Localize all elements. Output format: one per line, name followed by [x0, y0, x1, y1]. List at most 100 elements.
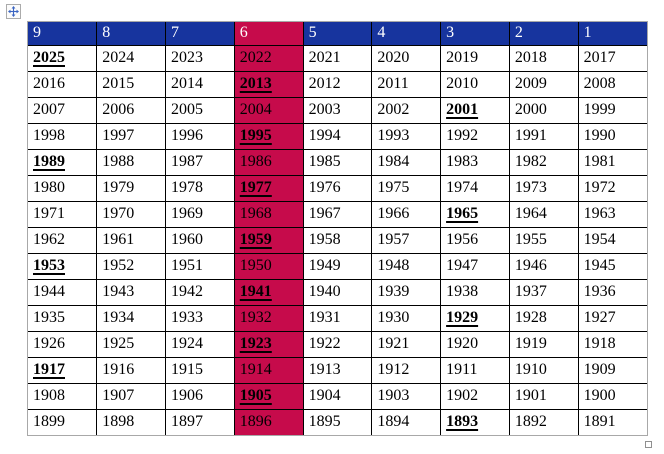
year-cell-1967[interactable]: 1967 [302, 200, 373, 228]
year-cell-1928[interactable]: 1928 [508, 304, 579, 332]
year-cell-1931[interactable]: 1931 [302, 304, 373, 332]
year-cell-1959[interactable]: 1959 [233, 226, 304, 254]
year-cell-1923[interactable]: 1923 [233, 330, 304, 358]
year-cell-2009[interactable]: 2009 [508, 70, 579, 98]
year-cell-1919[interactable]: 1919 [508, 330, 579, 358]
year-cell-1930[interactable]: 1930 [371, 304, 442, 332]
year-cell-1998[interactable]: 1998 [28, 122, 98, 150]
year-cell-1954[interactable]: 1954 [577, 226, 647, 254]
year-cell-2005[interactable]: 2005 [165, 96, 235, 124]
year-cell-1988[interactable]: 1988 [96, 148, 167, 176]
year-cell-2020[interactable]: 2020 [371, 44, 442, 72]
year-cell-1990[interactable]: 1990 [577, 122, 647, 150]
year-cell-1932[interactable]: 1932 [233, 304, 304, 332]
year-cell-1907[interactable]: 1907 [96, 382, 167, 410]
year-cell-1935[interactable]: 1935 [28, 304, 98, 332]
year-cell-2002[interactable]: 2002 [371, 96, 442, 124]
year-cell-1908[interactable]: 1908 [28, 382, 98, 410]
year-cell-1995[interactable]: 1995 [233, 122, 304, 150]
year-cell-2017[interactable]: 2017 [577, 44, 647, 72]
year-cell-1982[interactable]: 1982 [508, 148, 579, 176]
year-cell-1903[interactable]: 1903 [371, 382, 442, 410]
year-cell-1911[interactable]: 1911 [440, 356, 510, 384]
year-cell-1939[interactable]: 1939 [371, 278, 442, 306]
year-cell-1984[interactable]: 1984 [371, 148, 442, 176]
year-cell-1969[interactable]: 1969 [165, 200, 235, 228]
year-cell-1973[interactable]: 1973 [508, 174, 579, 202]
year-cell-1902[interactable]: 1902 [440, 382, 510, 410]
year-cell-2014[interactable]: 2014 [165, 70, 235, 98]
year-cell-2004[interactable]: 2004 [233, 96, 304, 124]
year-cell-1953[interactable]: 1953 [28, 252, 98, 280]
year-cell-1985[interactable]: 1985 [302, 148, 373, 176]
year-cell-2007[interactable]: 2007 [28, 96, 98, 124]
year-cell-1999[interactable]: 1999 [577, 96, 647, 124]
year-cell-1896[interactable]: 1896 [233, 408, 304, 435]
header-cell-1[interactable]: 1 [577, 22, 647, 46]
year-cell-1912[interactable]: 1912 [371, 356, 442, 384]
year-cell-1938[interactable]: 1938 [440, 278, 510, 306]
year-cell-2010[interactable]: 2010 [440, 70, 510, 98]
year-cell-1910[interactable]: 1910 [508, 356, 579, 384]
year-cell-1980[interactable]: 1980 [28, 174, 98, 202]
year-cell-1977[interactable]: 1977 [233, 174, 304, 202]
year-cell-1913[interactable]: 1913 [302, 356, 373, 384]
year-cell-2012[interactable]: 2012 [302, 70, 373, 98]
year-cell-1921[interactable]: 1921 [371, 330, 442, 358]
year-cell-1986[interactable]: 1986 [233, 148, 304, 176]
year-cell-1983[interactable]: 1983 [440, 148, 510, 176]
year-cell-2016[interactable]: 2016 [28, 70, 98, 98]
year-cell-1991[interactable]: 1991 [508, 122, 579, 150]
year-cell-1961[interactable]: 1961 [96, 226, 167, 254]
year-cell-2000[interactable]: 2000 [508, 96, 579, 124]
year-cell-1978[interactable]: 1978 [165, 174, 235, 202]
year-cell-1972[interactable]: 1972 [577, 174, 647, 202]
year-cell-1915[interactable]: 1915 [165, 356, 235, 384]
year-cell-2011[interactable]: 2011 [371, 70, 442, 98]
year-cell-1962[interactable]: 1962 [28, 226, 98, 254]
year-cell-1964[interactable]: 1964 [508, 200, 579, 228]
year-cell-2018[interactable]: 2018 [508, 44, 579, 72]
year-cell-1918[interactable]: 1918 [577, 330, 647, 358]
year-cell-1997[interactable]: 1997 [96, 122, 167, 150]
year-cell-1927[interactable]: 1927 [577, 304, 647, 332]
year-cell-2013[interactable]: 2013 [233, 70, 304, 98]
year-cell-2025[interactable]: 2025 [28, 44, 98, 72]
year-cell-1920[interactable]: 1920 [440, 330, 510, 358]
year-cell-1924[interactable]: 1924 [165, 330, 235, 358]
year-cell-1937[interactable]: 1937 [508, 278, 579, 306]
year-cell-1917[interactable]: 1917 [28, 356, 98, 384]
year-cell-2015[interactable]: 2015 [96, 70, 167, 98]
year-cell-1892[interactable]: 1892 [508, 408, 579, 435]
year-cell-1934[interactable]: 1934 [96, 304, 167, 332]
year-cell-1936[interactable]: 1936 [577, 278, 647, 306]
year-cell-1944[interactable]: 1944 [28, 278, 98, 306]
year-cell-1996[interactable]: 1996 [165, 122, 235, 150]
year-cell-1933[interactable]: 1933 [165, 304, 235, 332]
year-cell-1966[interactable]: 1966 [371, 200, 442, 228]
year-cell-1922[interactable]: 1922 [302, 330, 373, 358]
year-cell-1960[interactable]: 1960 [165, 226, 235, 254]
year-cell-1968[interactable]: 1968 [233, 200, 304, 228]
year-cell-1900[interactable]: 1900 [577, 382, 647, 410]
year-cell-1981[interactable]: 1981 [577, 148, 647, 176]
year-cell-1958[interactable]: 1958 [302, 226, 373, 254]
year-cell-1895[interactable]: 1895 [302, 408, 373, 435]
year-cell-1909[interactable]: 1909 [577, 356, 647, 384]
table-move-handle[interactable] [6, 4, 21, 19]
year-cell-1989[interactable]: 1989 [28, 148, 98, 176]
year-cell-1951[interactable]: 1951 [165, 252, 235, 280]
year-cell-1971[interactable]: 1971 [28, 200, 98, 228]
year-cell-1940[interactable]: 1940 [302, 278, 373, 306]
year-cell-2003[interactable]: 2003 [302, 96, 373, 124]
year-cell-1974[interactable]: 1974 [440, 174, 510, 202]
header-cell-8[interactable]: 8 [96, 22, 167, 46]
year-cell-1945[interactable]: 1945 [577, 252, 647, 280]
year-cell-1914[interactable]: 1914 [233, 356, 304, 384]
year-cell-1979[interactable]: 1979 [96, 174, 167, 202]
header-cell-4[interactable]: 4 [371, 22, 442, 46]
year-cell-1926[interactable]: 1926 [28, 330, 98, 358]
year-cell-1916[interactable]: 1916 [96, 356, 167, 384]
year-cell-1970[interactable]: 1970 [96, 200, 167, 228]
year-cell-1975[interactable]: 1975 [371, 174, 442, 202]
